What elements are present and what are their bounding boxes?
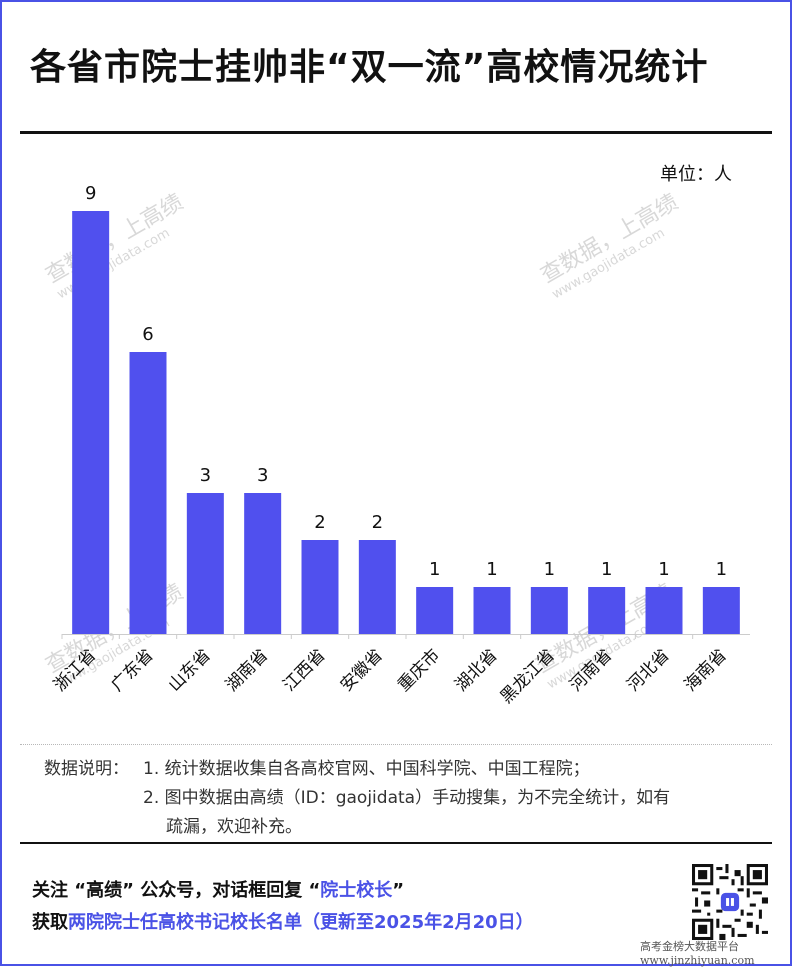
data-label: 1: [486, 559, 497, 580]
bar: [530, 587, 568, 634]
bar: [129, 352, 167, 634]
bar: [72, 211, 110, 634]
note-line-2: 2. 图中数据由高绩（ID：gaojidata）手动搜集，为不完全统计，如有: [143, 788, 671, 808]
title-divider: [20, 131, 772, 134]
unit-label: 单位：人: [660, 164, 732, 185]
category-label: 河南省: [566, 645, 616, 695]
data-label: 6: [142, 324, 153, 345]
category-label: 浙江省: [50, 645, 100, 695]
bar: [186, 493, 224, 634]
bar: [588, 587, 626, 634]
site-credit: 高考金榜大数据平台 www.jinzhiyuan.com: [640, 938, 755, 967]
data-label: 2: [372, 512, 383, 533]
bar: [473, 587, 511, 634]
qr-code-icon: [692, 864, 768, 940]
bar: [645, 587, 683, 634]
data-label: 1: [544, 559, 555, 580]
footer-keyword: 院士校长: [320, 880, 393, 901]
page-title: 各省市院士挂帅非“双一流”高校情况统计: [30, 47, 709, 88]
category-label: 河北省: [623, 645, 673, 695]
bar: [301, 540, 339, 634]
footer-line-1: 关注 “高绩” 公众号，对话框回复 “院士校长”: [32, 876, 404, 902]
footer-divider: [20, 842, 772, 844]
data-label: 3: [257, 465, 268, 486]
category-label: 广东省: [107, 645, 157, 695]
bar: [416, 587, 454, 634]
footer-line-2: 获取两院院士任高校书记校长名单（更新至2025年2月20日）: [32, 908, 534, 934]
data-label: 1: [716, 559, 727, 580]
category-label: 山东省: [165, 645, 215, 695]
data-label: 1: [601, 559, 612, 580]
category-label: 江西省: [279, 645, 329, 695]
category-label: 湖南省: [222, 645, 272, 695]
note-line-1: 1. 统计数据收集自各高校官网、中国科学院、中国工程院；: [143, 759, 590, 779]
footer-line-1-suffix: ”: [392, 880, 405, 901]
notes-divider: [20, 744, 772, 745]
footer-line-2-prefix: 获取: [32, 912, 68, 933]
data-label: 9: [85, 183, 96, 204]
data-label: 1: [429, 559, 440, 580]
bar-chart: 9 浙江省 6 广东省 3 山东省 3 湖南省 2 江西省 2 安徽省 1 重庆市 1 湖北省 1 黑龙江省 1 河南…: [50, 183, 750, 708]
site-url: www.jinzhiyuan.com: [640, 954, 755, 967]
bar: [358, 540, 396, 634]
data-label: 1: [658, 559, 669, 580]
data-label: 2: [314, 512, 325, 533]
bar: [702, 587, 740, 634]
data-label: 3: [200, 465, 211, 486]
note-line-3: 疏漏，欢迎补充。: [166, 817, 302, 837]
notes-prefix: 数据说明：: [44, 759, 129, 779]
footer-line-1-prefix: 关注 “高绩” 公众号，对话框回复 “: [32, 880, 321, 901]
category-label: 安徽省: [337, 645, 387, 695]
category-label: 重庆市: [394, 645, 444, 695]
site-name: 高考金榜大数据平台: [640, 940, 739, 953]
category-label: 湖北省: [451, 645, 501, 695]
bar: [244, 493, 282, 634]
category-label: 海南省: [681, 645, 731, 695]
footer-highlight: 两院院士任高校书记校长名单（更新至2025年2月20日）: [68, 912, 534, 933]
category-label: 黑龙江省: [497, 645, 559, 707]
